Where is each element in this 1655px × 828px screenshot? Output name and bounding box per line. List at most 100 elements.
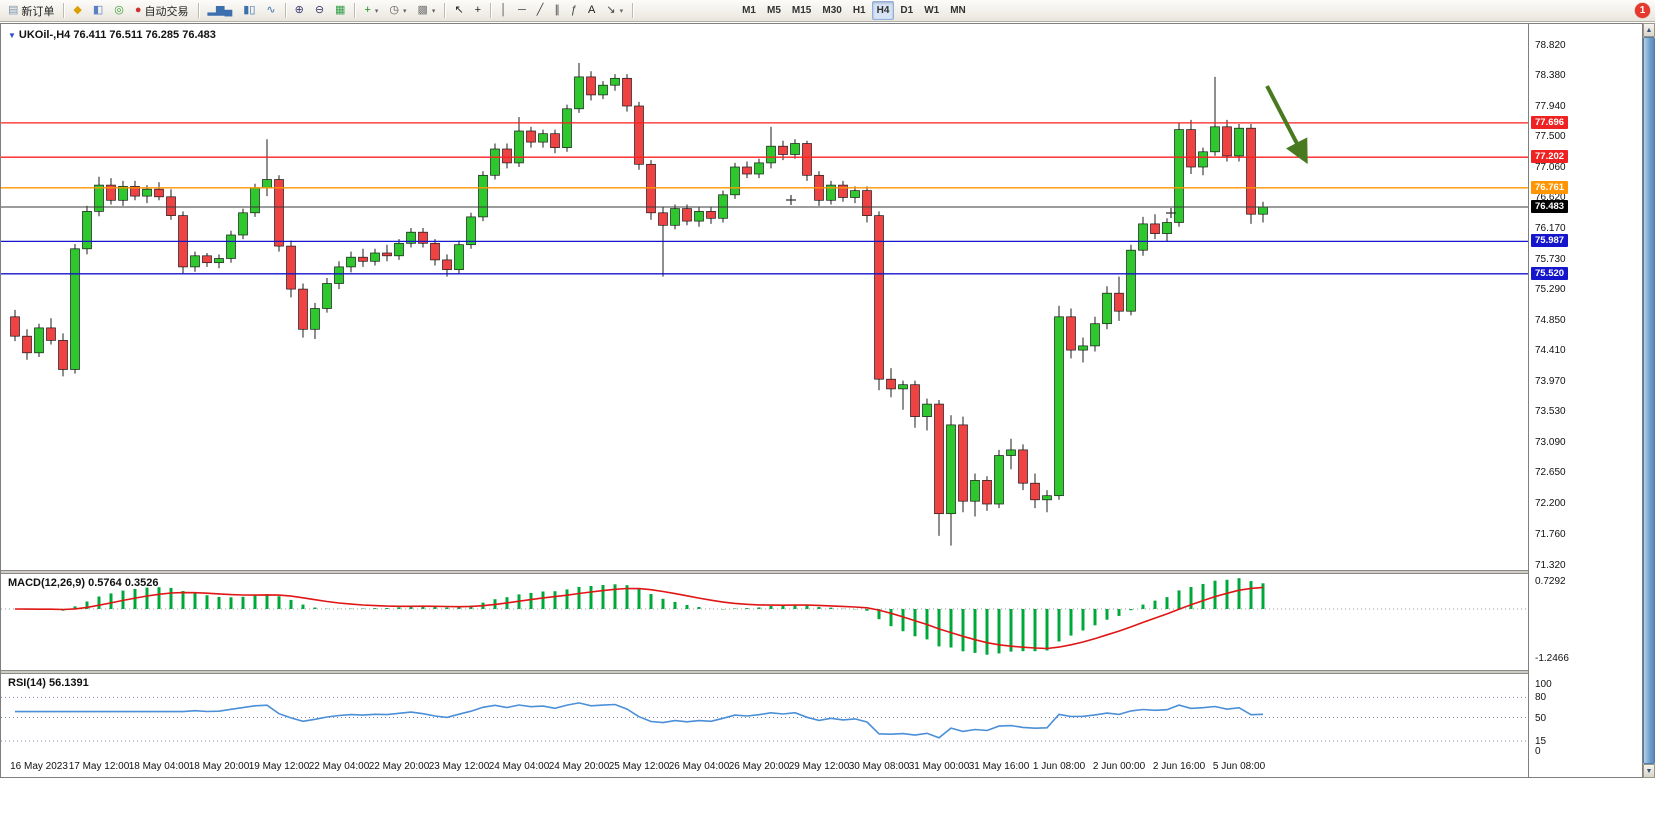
- price-axis[interactable]: 78.820 78.380 77.940 77.500 77.060 76.620 76.1…: [1528, 23, 1642, 778]
- price-axis-label: 77.940: [1535, 100, 1566, 112]
- candlestick-chart-icon: ▮▯: [243, 4, 256, 16]
- timeframe-m15[interactable]: M15: [787, 1, 816, 20]
- timeframe-h4[interactable]: H4: [871, 1, 895, 20]
- price-axis-label: 73.530: [1535, 406, 1566, 418]
- rsi-plot[interactable]: [1, 674, 1528, 756]
- price-axis-label: 77.500: [1535, 131, 1566, 143]
- panels-group: ◆ ◧ ◎ ● 自动交易: [68, 1, 193, 20]
- vertical-scrollbar[interactable]: ▲ ▼: [1643, 23, 1655, 778]
- timeframe-m5-label: M5: [767, 5, 781, 16]
- dropdown-caret-icon: ▾: [431, 7, 436, 15]
- time-axis-label: 26 May 20:00: [728, 761, 790, 772]
- macd-signal-line: [14, 586, 1264, 650]
- time-axis-label: 19 May 12:00: [248, 761, 310, 772]
- templates-button[interactable]: ▩ ▾: [413, 1, 441, 20]
- scrollbar-thumb[interactable]: [1643, 37, 1655, 764]
- time-axis[interactable]: 16 May 2023 17 May 12:00 18 May 04:00 18 Ma…: [1, 758, 1528, 776]
- time-axis-label: 31 May 16:00: [968, 761, 1030, 772]
- candlestick-chart-button[interactable]: ▮▯: [238, 1, 260, 20]
- timeframe-m1[interactable]: M1: [737, 1, 761, 20]
- trendline-button[interactable]: ╱: [532, 1, 549, 20]
- cursor-icon: ↖: [454, 4, 464, 16]
- scroll-down-icon[interactable]: ▼: [1643, 764, 1655, 778]
- indicators-button[interactable]: + ▾: [359, 1, 383, 20]
- insert-group: + ▾ ◷ ▾ ▩ ▾: [359, 1, 440, 20]
- bar-chart-button[interactable]: ▂▆▄: [203, 1, 238, 20]
- fibonacci-button[interactable]: ƒ: [566, 1, 582, 20]
- bar-chart-icon: ▂▆▄: [207, 4, 233, 16]
- tile-windows-button[interactable]: ▦: [330, 1, 350, 20]
- chart-ohlc-values: 76.411 76.511 76.285 76.483: [73, 29, 216, 41]
- timeframe-mn[interactable]: MN: [945, 1, 971, 20]
- timeframe-m5[interactable]: M5: [762, 1, 786, 20]
- line-chart-button[interactable]: ∿: [261, 1, 280, 20]
- time-axis-label: 26 May 04:00: [668, 761, 730, 772]
- time-axis-label: 18 May 04:00: [128, 761, 190, 772]
- price-badge: 75.520: [1531, 266, 1569, 280]
- arrows-button[interactable]: ↘ ▾: [601, 1, 628, 20]
- chart-dropdown-icon[interactable]: ▼: [8, 31, 16, 40]
- zoom-out-icon: ⊖: [314, 4, 325, 16]
- timeframe-h4-label: H4: [876, 5, 890, 16]
- time-axis-label: 2 Jun 00:00: [1092, 761, 1146, 772]
- macd-axis-label: -1.2466: [1535, 652, 1569, 664]
- candlesticks: [10, 63, 1268, 546]
- timeframe-m30-label: M30: [822, 5, 842, 16]
- crosshair-button[interactable]: +: [470, 1, 486, 20]
- cursor-group: ↖ +: [449, 1, 486, 20]
- panel-splitter[interactable]: [0, 570, 1643, 574]
- panel-splitter[interactable]: [0, 670, 1643, 674]
- time-axis-label: 17 May 12:00: [68, 761, 130, 772]
- chart-window: ▼ UKOil-,H4 76.411 76.511 76.285 76.483 M…: [0, 22, 1655, 828]
- chart-title: ▼ UKOil-,H4 76.411 76.511 76.285 76.483: [8, 29, 216, 41]
- time-axis-label: 31 May 00:00: [908, 761, 970, 772]
- rsi-indicator-label: RSI(14) 56.1391: [8, 677, 89, 689]
- price-axis-label: 72.650: [1535, 467, 1566, 479]
- price-badge: 75.987: [1531, 234, 1569, 248]
- auto-trading-button-label: 自动交易: [144, 5, 189, 18]
- price-chart-plot[interactable]: [1, 24, 1528, 570]
- rsi-axis-label: 0: [1535, 746, 1541, 757]
- horizontal-line-button[interactable]: ─: [513, 1, 531, 20]
- tile-windows-icon: ▦: [335, 4, 346, 16]
- price-axis-label: 71.320: [1535, 559, 1566, 571]
- zoom-in-button[interactable]: ⊕: [290, 1, 309, 20]
- dropdown-caret-icon: ▾: [619, 7, 624, 15]
- zoom-out-button[interactable]: ⊖: [310, 1, 329, 20]
- toolbar-separator: [632, 3, 634, 18]
- timeframe-group: M1 M5 M15 M30 H1 H4 D1 W1 MN: [737, 1, 971, 20]
- fibonacci-icon: ƒ: [570, 4, 578, 16]
- time-axis-label: 29 May 12:00: [788, 761, 850, 772]
- macd-plot[interactable]: [1, 574, 1528, 670]
- timeframe-d1[interactable]: D1: [895, 1, 918, 20]
- objects-group: │ ─ ╱ ∥ ƒ A ↘ ▾: [495, 1, 628, 20]
- price-axis-label: 77.060: [1535, 161, 1566, 173]
- channel-button[interactable]: ∥: [549, 1, 565, 20]
- cross-marker: [1166, 208, 1176, 218]
- time-axis-label: 2 Jun 16:00: [1152, 761, 1206, 772]
- time-axis-label: 24 May 20:00: [548, 761, 610, 772]
- time-axis-label: 22 May 04:00: [308, 761, 370, 772]
- navigator-button[interactable]: ◎: [109, 1, 129, 20]
- notification-badge[interactable]: 1: [1635, 3, 1650, 18]
- timeframe-w1[interactable]: W1: [919, 1, 944, 20]
- auto-trading-button[interactable]: ● 自动交易: [130, 1, 194, 20]
- new-order-button[interactable]: ▤ 新订单: [3, 1, 59, 20]
- price-axis-label: 75.730: [1535, 253, 1566, 265]
- timeframe-m30[interactable]: M30: [817, 1, 846, 20]
- market-watch-icon: ◆: [73, 4, 82, 16]
- data-window-button[interactable]: ◧: [88, 1, 108, 20]
- time-axis-label: 25 May 12:00: [608, 761, 670, 772]
- zoom-in-icon: ⊕: [294, 4, 304, 16]
- timeframe-h1[interactable]: H1: [848, 1, 871, 20]
- rsi-line: [15, 702, 1264, 739]
- crosshair-icon: +: [474, 4, 482, 16]
- periods-button[interactable]: ◷ ▾: [384, 1, 411, 20]
- cursor-button[interactable]: ↖: [449, 1, 468, 20]
- scroll-up-icon[interactable]: ▲: [1643, 23, 1655, 37]
- vertical-line-button[interactable]: │: [495, 1, 512, 20]
- market-watch-button[interactable]: ◆: [68, 1, 86, 20]
- text-button[interactable]: A: [583, 1, 600, 20]
- clock-icon: ◷: [389, 4, 399, 16]
- rsi-axis-label: 100: [1535, 679, 1552, 690]
